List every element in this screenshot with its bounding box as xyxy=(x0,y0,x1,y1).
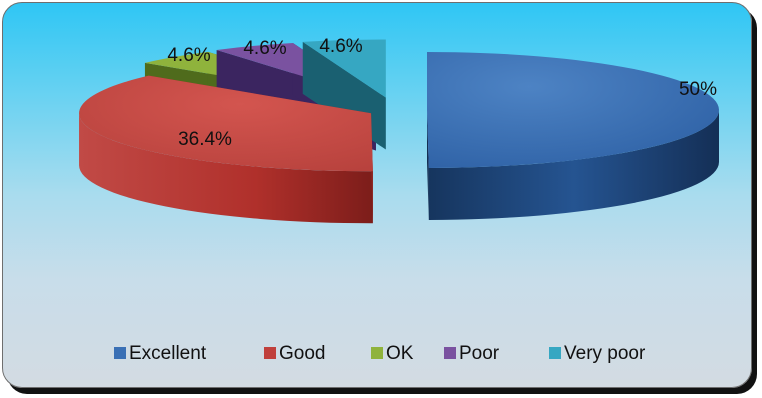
legend-swatch-good xyxy=(264,347,276,359)
data-label-poor: 4.6% xyxy=(243,38,286,59)
legend-swatch-excellent xyxy=(114,347,126,359)
legend-item-excellent: Excellent xyxy=(114,343,207,364)
chart-frame: 50% 36.4% 4.6% 4.6% 4.6% Excellent Good OK Poor… xyxy=(2,2,752,388)
slice-good xyxy=(79,75,373,224)
slice-wall-excellent xyxy=(426,109,429,220)
legend-swatch-poor xyxy=(444,347,456,359)
pie-chart: 50% 36.4% 4.6% 4.6% 4.6% Excellent Good OK Poor… xyxy=(79,36,719,364)
legend-label-ok: OK xyxy=(386,343,414,364)
legend-item-very-poor: Very poor xyxy=(549,343,646,364)
slice-excellent xyxy=(426,51,719,220)
legend-swatch-ok xyxy=(371,347,383,359)
data-label-ok: 4.6% xyxy=(167,45,210,66)
legend-item-good: Good xyxy=(264,343,325,364)
legend-label-very-poor: Very poor xyxy=(564,343,646,364)
legend-item-poor: Poor xyxy=(444,343,500,364)
data-label-good: 36.4% xyxy=(178,129,232,150)
legend-label-excellent: Excellent xyxy=(129,343,207,364)
slice-top-good xyxy=(79,75,373,172)
data-label-excellent: 50% xyxy=(679,79,717,100)
legend-swatch-very-poor xyxy=(549,347,561,359)
slice-side-excellent xyxy=(428,109,719,220)
legend-item-ok: OK xyxy=(371,343,414,364)
data-label-very-poor: 4.6% xyxy=(319,36,362,57)
slice-side-good xyxy=(79,113,373,224)
legend-label-good: Good xyxy=(279,343,325,364)
slice-top-excellent xyxy=(426,51,719,168)
legend-label-poor: Poor xyxy=(459,343,500,364)
slice-top-very-poor xyxy=(302,39,386,98)
